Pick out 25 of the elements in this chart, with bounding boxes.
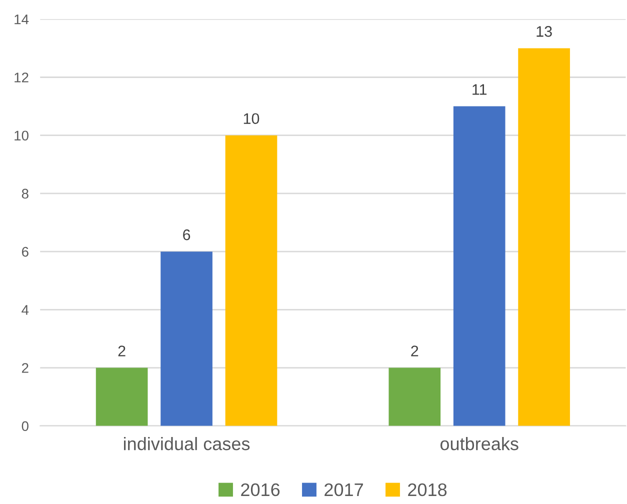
y-tick-label: 4 bbox=[22, 305, 29, 315]
bar bbox=[453, 106, 506, 426]
bar bbox=[518, 48, 570, 426]
y-tick-label: 8 bbox=[22, 188, 28, 199]
data-label: 13 bbox=[536, 26, 552, 37]
data-label: 11 bbox=[472, 84, 487, 95]
y-tick-label: 12 bbox=[14, 72, 28, 82]
data-label: 2 bbox=[118, 346, 126, 356]
bar bbox=[388, 368, 441, 426]
bar bbox=[96, 368, 148, 426]
x-tick-label: individual cases bbox=[124, 436, 250, 450]
y-tick-label: 14 bbox=[14, 14, 29, 24]
legend-label: 2018 bbox=[408, 483, 447, 496]
data-label: 6 bbox=[183, 229, 190, 240]
y-tick-label: 10 bbox=[14, 130, 28, 141]
y-tick-label: 6 bbox=[22, 246, 28, 257]
legend-label: 2016 bbox=[241, 483, 280, 496]
bar bbox=[160, 252, 212, 426]
legend-label: 2017 bbox=[324, 483, 363, 496]
y-tick-label: 0 bbox=[22, 421, 28, 432]
bar bbox=[225, 135, 278, 426]
y-tick-label: 2 bbox=[22, 363, 28, 373]
x-tick-label: outbreaks bbox=[440, 436, 518, 450]
data-label: 10 bbox=[244, 113, 260, 124]
data-label: 2 bbox=[411, 346, 418, 356]
